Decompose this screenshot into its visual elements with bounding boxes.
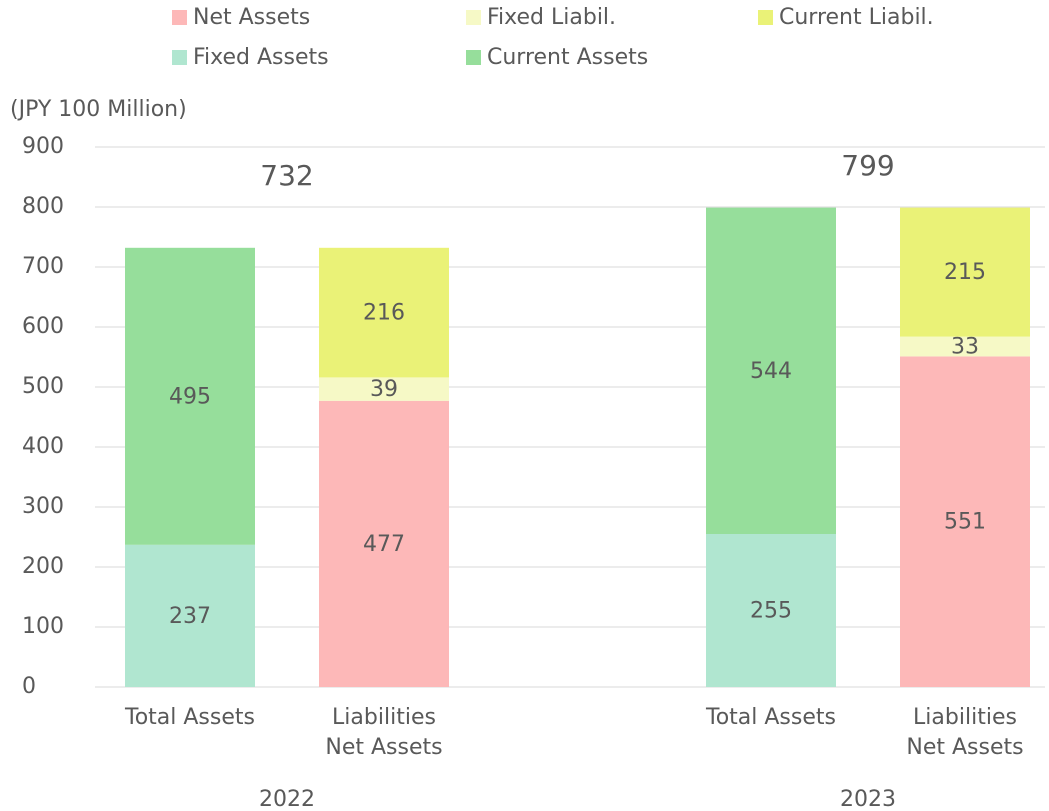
group-label: 2023 <box>840 787 896 811</box>
bar-segment <box>706 207 836 534</box>
legend-swatch <box>758 10 773 25</box>
data-label: 255 <box>750 599 792 624</box>
x-tick-label: Total Assets <box>124 705 255 730</box>
x-tick-label: Net Assets <box>906 735 1023 760</box>
y-tick-label: 600 <box>22 314 64 339</box>
y-tick-label: 800 <box>22 194 64 219</box>
bar-segment <box>900 207 1030 337</box>
bar-segment <box>125 247 255 545</box>
y-axis-label: (JPY 100 Million) <box>10 97 187 122</box>
legend-label: Fixed Liabil. <box>487 5 616 30</box>
legend-swatch <box>172 50 187 65</box>
bar-segment <box>319 400 449 687</box>
legend-label: Current Assets <box>487 45 648 70</box>
y-tick-label: 900 <box>22 134 64 159</box>
total-label: 732 <box>260 159 313 192</box>
bar-segment <box>319 377 449 401</box>
y-tick-label: 400 <box>22 434 64 459</box>
y-tick-label: 700 <box>22 254 64 279</box>
data-label: 215 <box>944 260 986 285</box>
y-tick-label: 500 <box>22 374 64 399</box>
x-tick-label: Liabilities <box>913 705 1017 730</box>
y-tick-label: 200 <box>22 554 64 579</box>
data-label: 39 <box>370 377 398 402</box>
total-label: 799 <box>841 149 894 182</box>
legend-swatch <box>466 10 481 25</box>
data-label: 216 <box>363 301 405 326</box>
bar-segment <box>900 356 1030 687</box>
x-tick-label: Liabilities <box>332 705 436 730</box>
x-tick-label: Total Assets <box>705 705 836 730</box>
data-label: 544 <box>750 359 792 384</box>
y-tick-label: 100 <box>22 614 64 639</box>
legend-label: Fixed Assets <box>193 45 329 70</box>
x-tick-label: Net Assets <box>325 735 442 760</box>
bar-segment <box>706 534 836 687</box>
group-label: 2022 <box>259 787 315 811</box>
data-label: 33 <box>951 335 979 360</box>
data-label: 495 <box>169 384 211 409</box>
legend-label: Current Liabil. <box>779 5 934 30</box>
legend-label: Net Assets <box>193 5 310 30</box>
y-tick-label: 300 <box>22 494 64 519</box>
data-label: 237 <box>169 604 211 629</box>
legend-swatch <box>172 10 187 25</box>
legend-swatch <box>466 50 481 65</box>
bar-segment <box>319 247 449 378</box>
y-tick-label: 0 <box>22 674 36 699</box>
data-label: 551 <box>944 510 986 535</box>
bar-segment <box>900 336 1030 357</box>
data-label: 477 <box>363 532 405 557</box>
bar-segment <box>125 544 255 687</box>
